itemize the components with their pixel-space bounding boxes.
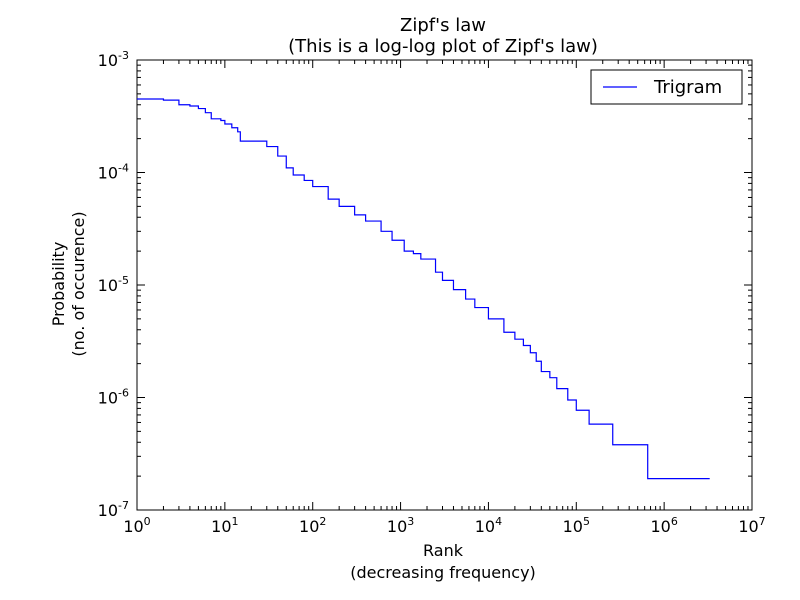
- x-axis-label-line2: (decreasing frequency): [350, 563, 536, 582]
- x-tick-label: 106: [650, 515, 677, 536]
- legend-label-trigram: Trigram: [653, 77, 722, 98]
- y-axis-label: Probability (no. of occurence): [49, 211, 88, 356]
- x-tick-label: 107: [738, 515, 765, 536]
- x-tick-label: 102: [299, 515, 326, 536]
- chart-subtitle: (This is a log-log plot of Zipf's law): [288, 36, 598, 57]
- y-tick-label: 10-4: [98, 162, 129, 183]
- x-tick-label: 105: [563, 515, 590, 536]
- plot-frame: [136, 59, 753, 511]
- tick-labels: 100 101 102 103 104 105 106 107 10-7 10-6 10-5 10-4…: [98, 49, 766, 536]
- y-axis-label-line1: Probability: [49, 242, 68, 327]
- x-axis-label: Rank (decreasing frequency): [350, 541, 536, 582]
- x-tick-label: 104: [475, 515, 502, 536]
- y-tick-label: 10-7: [98, 499, 129, 520]
- title-group: Zipf's law (This is a log-log plot of Zi…: [288, 15, 598, 57]
- y-tick-label: 10-3: [98, 49, 129, 70]
- x-axis-label-line1: Rank: [423, 541, 464, 560]
- plot-area: 100 101 102 103 104 105 106 107 10-7 10-6 10-5 10-4…: [98, 49, 766, 536]
- y-tick-label: 10-5: [98, 274, 129, 295]
- legend: Trigram: [590, 69, 743, 105]
- y-axis-label-line2: (no. of occurence): [69, 211, 88, 356]
- x-tick-label: 100: [123, 515, 150, 536]
- ticks: [136, 59, 753, 511]
- x-tick-label: 101: [211, 515, 238, 536]
- y-tick-label: 10-6: [98, 387, 129, 408]
- series-line-trigram: [137, 98, 710, 480]
- chart-title: Zipf's law: [400, 15, 486, 36]
- x-tick-label: 103: [387, 515, 414, 536]
- series-layer: [137, 98, 710, 480]
